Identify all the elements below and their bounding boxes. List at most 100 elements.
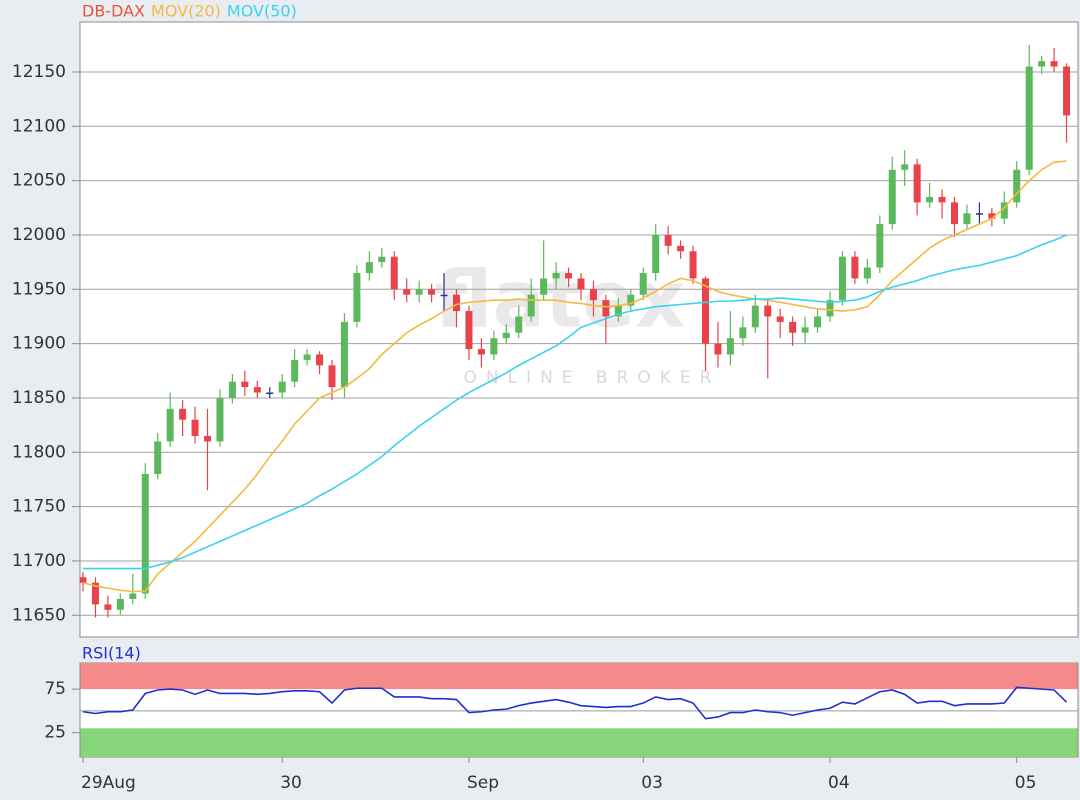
candle-body [204,435,211,442]
candle-body [702,278,709,344]
candle-body [166,408,174,442]
candle-body [751,305,759,328]
candle-body [938,196,946,203]
moving-average-line [82,160,1067,593]
candle-body [901,164,909,170]
candle-body [826,300,834,317]
candle-body [141,474,149,594]
candle-body [577,278,585,290]
candle-body [353,272,361,322]
legend-entry: DB-DAX [82,2,145,21]
candle-body [838,256,846,301]
x-tick-label: 30 [280,773,302,793]
candle-body [129,593,137,599]
candle-body [789,321,797,333]
x-tick-label: 04 [828,773,850,793]
candle-body [540,278,548,295]
candle-body [154,441,162,475]
candle-body [390,256,398,290]
candle-body [515,316,523,333]
candle-body [988,213,996,219]
candle-body [1050,61,1058,67]
candle-body [739,327,747,339]
candle-body [975,213,983,215]
y-tick-label: 75 [44,679,66,699]
candle-body [689,251,697,279]
candle-body [814,316,822,328]
candle-body [216,397,224,442]
y-tick-label: 25 [44,723,66,743]
candle-body [403,289,411,295]
candle-body [627,294,635,306]
x-tick-label: Sep [467,773,499,793]
y-tick-label: 11950 [12,279,66,299]
oversold-band [80,728,1078,757]
candle-body [652,234,660,273]
candle-body [664,234,672,246]
watermark-subtitle: ONLINE BROKER [463,368,720,388]
candle-body [801,327,809,333]
candle-body [951,202,958,225]
candle-body [926,196,934,203]
candle-body [851,256,859,279]
candle-body [477,349,485,355]
candle-body [465,311,473,350]
candle-body [440,294,448,297]
candle-body [378,256,386,263]
candle-body [191,419,199,436]
candle-body [104,604,112,610]
y-tick-label: 11850 [12,388,66,408]
candle-body [913,164,921,203]
candle-body [714,343,722,355]
rsi-line [82,686,1068,720]
candle-body [316,354,324,366]
candle-body [415,289,423,295]
candle-body [453,294,460,312]
candle-body [179,408,187,420]
candle-body [1038,61,1046,67]
candle-body [278,381,286,393]
candle-body [428,289,436,295]
candle-body [863,267,871,279]
candle-body [340,321,348,388]
candle-body [490,338,498,355]
candle-body [589,289,597,301]
y-tick-label: 11800 [12,442,66,462]
candle-body [726,338,734,355]
y-tick-label: 11650 [12,605,66,625]
candle-body [241,381,249,388]
candle-body [602,300,610,317]
candle-body [565,272,573,279]
y-tick-label: 12000 [12,225,66,245]
candle-body [291,359,299,382]
y-tick-label: 11700 [12,551,66,571]
candle-body [639,272,647,295]
candle-body [764,305,772,317]
overbought-band [80,663,1078,690]
x-tick-label: 03 [641,773,663,793]
candle-body [365,262,373,273]
candle-body [552,272,560,279]
candle-body [502,332,510,339]
x-tick-label: 29Aug [81,773,136,793]
x-tick-label: 05 [1015,773,1037,793]
moving-average-line [83,234,1067,570]
candle-body [328,365,336,388]
legend-entry: RSI(14) [82,644,141,663]
legend-entry: MOV(20) [151,2,221,21]
candle-body [963,213,971,225]
y-tick-label: 11750 [12,497,66,517]
y-tick-label: 12100 [12,116,66,136]
candle-body [1025,66,1033,170]
legend-entry: MOV(50) [227,2,297,21]
candle-body [228,381,236,398]
candle-body [776,316,784,322]
candle-body [677,245,685,252]
candle-body [527,294,535,317]
candle-body [1063,66,1071,116]
candle-body [253,387,261,393]
candle-body [1013,169,1021,203]
candle-body [888,169,896,225]
